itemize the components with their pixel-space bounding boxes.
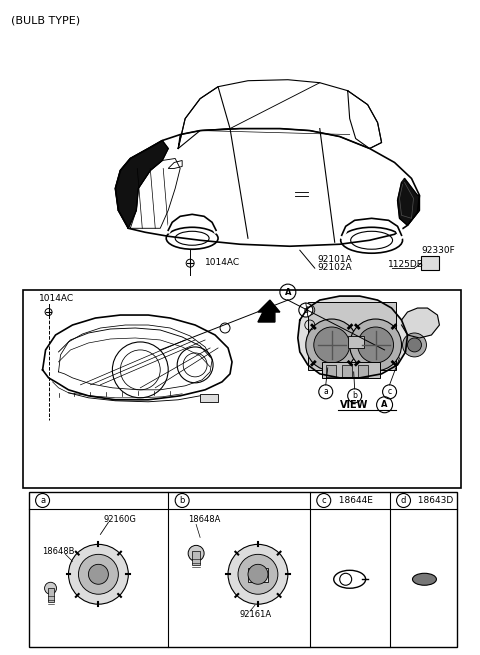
- Circle shape: [45, 582, 57, 594]
- Bar: [200, 394, 218, 402]
- Circle shape: [383, 385, 396, 399]
- Text: VIEW: VIEW: [340, 400, 368, 410]
- Text: d: d: [401, 496, 406, 505]
- Text: 18648B: 18648B: [43, 547, 75, 556]
- Bar: [48, 588, 54, 602]
- Circle shape: [88, 565, 108, 584]
- Text: a: a: [324, 387, 328, 396]
- Circle shape: [228, 544, 288, 604]
- Circle shape: [348, 389, 361, 403]
- Polygon shape: [258, 300, 280, 322]
- Text: 92330F: 92330F: [421, 246, 455, 255]
- Text: A: A: [285, 288, 291, 297]
- Text: a: a: [40, 496, 45, 505]
- Ellipse shape: [412, 573, 436, 586]
- Circle shape: [248, 565, 268, 584]
- Bar: [29, 491, 457, 647]
- Text: 18648A: 18648A: [188, 515, 220, 524]
- Bar: [192, 552, 200, 565]
- Polygon shape: [397, 178, 420, 225]
- Circle shape: [408, 338, 421, 352]
- Text: 18643D: 18643D: [412, 496, 454, 505]
- Text: 1125DB: 1125DB: [387, 259, 423, 269]
- Text: A: A: [381, 400, 388, 409]
- Bar: [342, 365, 352, 377]
- Bar: [348, 336, 364, 348]
- Text: b: b: [352, 391, 357, 400]
- Text: (BULB TYPE): (BULB TYPE): [11, 16, 80, 26]
- Circle shape: [403, 333, 426, 357]
- Text: 1014AC: 1014AC: [38, 293, 74, 303]
- Text: 1014AC: 1014AC: [205, 257, 240, 267]
- Bar: [358, 365, 368, 377]
- Circle shape: [350, 319, 402, 371]
- Bar: [248, 569, 268, 582]
- Polygon shape: [402, 308, 439, 338]
- Text: 92102A: 92102A: [318, 263, 352, 272]
- Circle shape: [306, 319, 358, 371]
- Circle shape: [78, 554, 119, 594]
- Bar: [421, 256, 439, 270]
- Bar: [326, 365, 336, 377]
- Text: 18644E: 18644E: [333, 496, 372, 505]
- Text: d: d: [303, 305, 308, 314]
- Polygon shape: [168, 160, 182, 168]
- Text: 92101A: 92101A: [318, 255, 352, 264]
- Circle shape: [238, 554, 278, 594]
- Circle shape: [358, 327, 394, 363]
- Circle shape: [314, 327, 350, 363]
- Circle shape: [69, 544, 128, 604]
- Bar: [23, 290, 461, 487]
- Circle shape: [319, 385, 333, 399]
- Text: c: c: [322, 496, 326, 505]
- Circle shape: [299, 303, 313, 317]
- Text: c: c: [387, 387, 392, 396]
- Polygon shape: [115, 141, 168, 229]
- Text: b: b: [180, 496, 185, 505]
- Bar: [322, 362, 380, 378]
- Text: 92160G: 92160G: [104, 515, 137, 524]
- Polygon shape: [298, 296, 408, 378]
- Circle shape: [188, 546, 204, 561]
- Bar: [308, 302, 396, 370]
- Text: 92161A: 92161A: [240, 610, 272, 619]
